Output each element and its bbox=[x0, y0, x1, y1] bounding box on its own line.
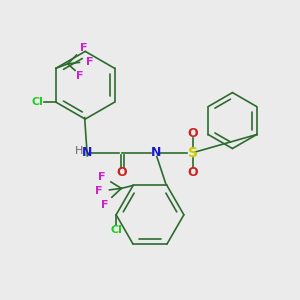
Text: O: O bbox=[117, 167, 127, 179]
Text: O: O bbox=[188, 127, 198, 140]
Text: F: F bbox=[76, 71, 83, 81]
Text: F: F bbox=[101, 200, 109, 210]
Text: F: F bbox=[80, 43, 88, 53]
Text: O: O bbox=[188, 166, 198, 178]
Text: N: N bbox=[151, 146, 161, 159]
Text: Cl: Cl bbox=[32, 97, 44, 107]
Text: H: H bbox=[75, 146, 83, 157]
Text: N: N bbox=[82, 146, 92, 159]
Text: F: F bbox=[98, 172, 106, 182]
Text: Cl: Cl bbox=[110, 225, 122, 236]
Text: F: F bbox=[86, 57, 94, 68]
Text: F: F bbox=[95, 186, 103, 196]
Text: S: S bbox=[188, 146, 198, 160]
